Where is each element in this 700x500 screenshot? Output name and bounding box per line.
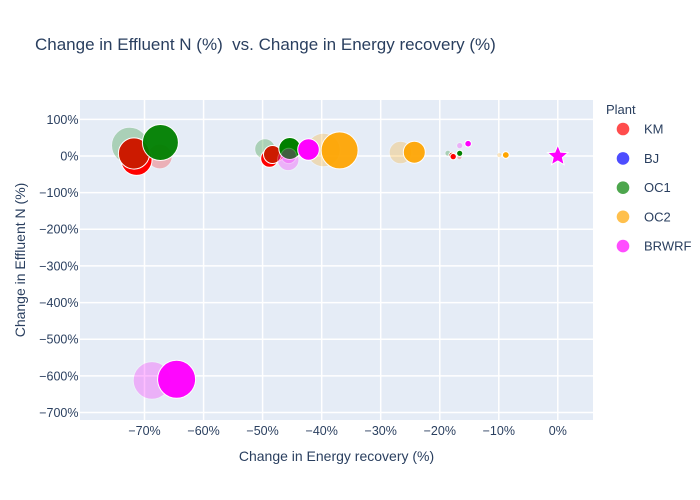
svg-text:−200%: −200%	[39, 223, 78, 237]
svg-text:OC2: OC2	[644, 209, 671, 224]
svg-text:−20%: −20%	[424, 424, 456, 438]
svg-text:Change in Energy recovery (%): Change in Energy recovery (%)	[239, 448, 434, 464]
svg-text:−30%: −30%	[365, 424, 397, 438]
svg-text:Change in Effluent N (%): Change in Effluent N (%)	[12, 183, 28, 338]
svg-text:−10%: −10%	[483, 424, 515, 438]
svg-text:100%: 100%	[47, 113, 79, 127]
svg-text:KM: KM	[644, 122, 664, 137]
svg-text:−50%: −50%	[246, 424, 278, 438]
svg-text:−600%: −600%	[39, 369, 78, 383]
svg-text:Plant: Plant	[606, 102, 636, 117]
svg-text:0%: 0%	[60, 149, 78, 163]
svg-text:−300%: −300%	[39, 259, 78, 273]
svg-text:−700%: −700%	[39, 406, 78, 420]
svg-text:−40%: −40%	[306, 424, 338, 438]
svg-text:Change in Effluent N (%) vs.: Change in Effluent N (%) vs. Change in E…	[35, 35, 496, 54]
svg-text:OC1: OC1	[644, 180, 671, 195]
svg-text:−100%: −100%	[39, 186, 78, 200]
svg-text:−60%: −60%	[187, 424, 219, 438]
svg-text:−70%: −70%	[128, 424, 160, 438]
svg-text:BRWRF: BRWRF	[644, 239, 691, 254]
svg-text:0%: 0%	[549, 424, 567, 438]
svg-text:−400%: −400%	[39, 296, 78, 310]
svg-text:−500%: −500%	[39, 333, 78, 347]
svg-text:BJ: BJ	[644, 151, 659, 166]
